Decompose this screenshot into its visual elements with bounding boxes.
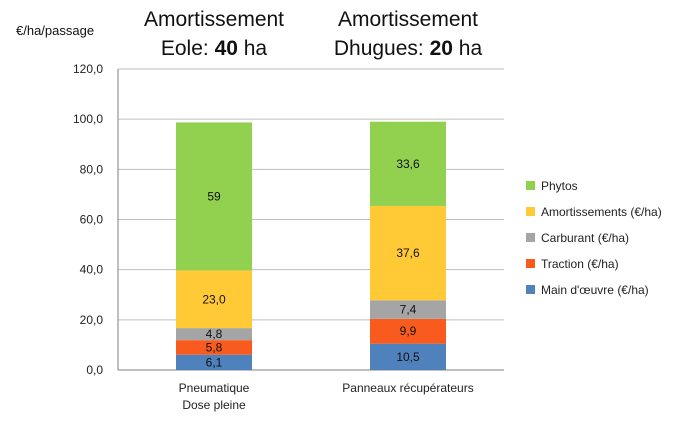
- gridlines: [117, 68, 504, 371]
- data-label: 33,6: [396, 157, 420, 171]
- data-labels: 6,15,84,8 23,0 59 10,5 9,9 7,4 37,6 33,6: [202, 157, 420, 370]
- data-label: 6,1: [206, 355, 223, 369]
- column-header-line1: Amortissement: [338, 8, 478, 31]
- y-tick-label: 100,0: [73, 112, 103, 126]
- column-header-line1: Amortissement: [144, 8, 284, 31]
- category-label: Dose pleine: [182, 398, 246, 412]
- bar-segment: [370, 343, 446, 370]
- legend-entry: Amortissements (€/ha): [541, 205, 662, 219]
- y-tick-label: 40,0: [80, 263, 104, 277]
- category-label: Panneaux récupérateurs: [342, 381, 473, 395]
- y-tick-label: 80,0: [80, 162, 104, 176]
- bar-segment: [370, 205, 446, 301]
- column-header-line2: Eole: 40 ha: [161, 37, 268, 60]
- data-label: 7,4: [400, 303, 417, 317]
- bar-segment: [176, 328, 252, 341]
- category-label: Pneumatique: [179, 381, 250, 395]
- column-headers: Amortissement Eole: 40 ha Amortissement Dhu…: [144, 8, 482, 60]
- legend-swatch: [526, 285, 535, 294]
- data-label: 5,8: [206, 340, 223, 354]
- legend-swatch: [526, 181, 535, 190]
- data-label: 59: [207, 189, 221, 203]
- data-label: 9,9: [400, 324, 417, 338]
- bar-segment: [176, 122, 252, 271]
- y-axis-label: €/ha/passage: [16, 23, 94, 38]
- data-label: 37,6: [396, 246, 420, 260]
- legend-entry: Phytos: [541, 179, 578, 193]
- y-tick-label: 20,0: [80, 313, 104, 327]
- data-label: 10,5: [396, 350, 420, 364]
- bar-segment: [176, 340, 252, 355]
- bars: [176, 121, 446, 370]
- bar-segment: [370, 318, 446, 344]
- legend-swatch: [526, 259, 535, 268]
- legend-swatch: [526, 233, 535, 242]
- category-labels: Pneumatique Dose pleine Panneaux récupérat…: [179, 381, 474, 412]
- bar-segment: [176, 270, 252, 329]
- bar-segment: [370, 300, 446, 319]
- y-tick-labels: 0,0 20,0 40,0 60,0 80,0 100,0 120,0: [73, 62, 103, 377]
- y-tick-label: 0,0: [86, 363, 103, 377]
- bar-segment: [370, 121, 446, 206]
- bar-segment: [176, 354, 252, 370]
- y-tick-label: 120,0: [73, 62, 103, 76]
- legend-entry: Carburant (€/ha): [541, 231, 629, 245]
- legend: Phytos Amortissements (€/ha) Carburant (€/…: [526, 179, 662, 297]
- legend-entry: Main d'œuvre (€/ha): [541, 283, 649, 297]
- column-header-line2: Dhugues: 20 ha: [334, 37, 483, 60]
- legend-swatch: [526, 207, 535, 216]
- y-tick-label: 60,0: [80, 213, 104, 227]
- data-label: 23,0: [202, 292, 226, 306]
- legend-entry: Traction (€/ha): [541, 257, 619, 271]
- data-label: 4,8: [206, 327, 223, 341]
